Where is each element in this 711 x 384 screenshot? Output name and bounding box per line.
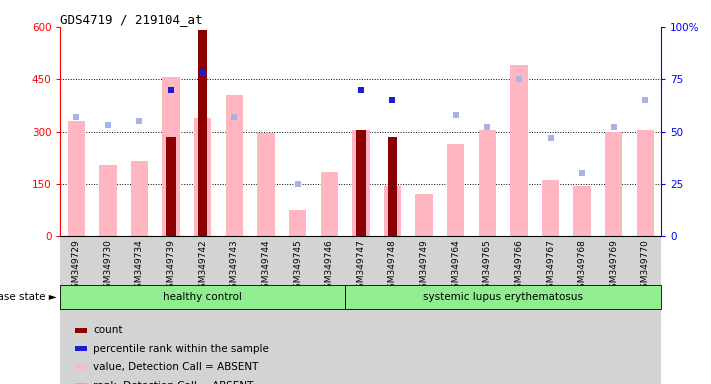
Bar bbox=[377, 236, 408, 384]
Bar bbox=[471, 236, 503, 384]
Bar bbox=[60, 285, 345, 309]
Bar bbox=[194, 118, 211, 236]
Bar bbox=[345, 236, 377, 384]
Bar bbox=[408, 236, 440, 384]
Bar bbox=[387, 137, 397, 236]
Bar bbox=[289, 210, 306, 236]
Bar bbox=[637, 130, 654, 236]
Bar bbox=[542, 180, 560, 236]
Text: GDS4719 / 219104_at: GDS4719 / 219104_at bbox=[60, 13, 203, 26]
Bar bbox=[218, 236, 250, 384]
Bar bbox=[356, 130, 365, 236]
Bar bbox=[510, 65, 528, 236]
Bar bbox=[352, 130, 370, 236]
Bar bbox=[60, 236, 92, 384]
Bar bbox=[250, 236, 282, 384]
Bar bbox=[166, 137, 176, 236]
Bar bbox=[282, 236, 314, 384]
Bar bbox=[99, 165, 117, 236]
Bar bbox=[321, 172, 338, 236]
Text: disease state ►: disease state ► bbox=[0, 292, 57, 302]
Bar bbox=[155, 236, 187, 384]
Text: rank, Detection Call = ABSENT: rank, Detection Call = ABSENT bbox=[93, 381, 254, 384]
Bar bbox=[598, 236, 630, 384]
Bar bbox=[503, 236, 535, 384]
Bar bbox=[605, 131, 623, 236]
Bar bbox=[415, 194, 433, 236]
Bar bbox=[187, 236, 218, 384]
Bar bbox=[225, 95, 243, 236]
Bar bbox=[198, 30, 208, 236]
Text: count: count bbox=[93, 325, 122, 335]
Bar bbox=[345, 285, 661, 309]
Bar bbox=[567, 236, 598, 384]
Bar bbox=[479, 130, 496, 236]
Text: value, Detection Call = ABSENT: value, Detection Call = ABSENT bbox=[93, 362, 259, 372]
Bar bbox=[68, 121, 85, 236]
Bar bbox=[574, 185, 591, 236]
Bar bbox=[384, 185, 401, 236]
Text: healthy control: healthy control bbox=[164, 292, 242, 302]
Bar bbox=[257, 133, 274, 236]
Text: percentile rank within the sample: percentile rank within the sample bbox=[93, 344, 269, 354]
Bar bbox=[440, 236, 471, 384]
Bar bbox=[630, 236, 661, 384]
Bar bbox=[124, 236, 155, 384]
Text: systemic lupus erythematosus: systemic lupus erythematosus bbox=[423, 292, 583, 302]
Bar bbox=[131, 161, 148, 236]
Bar bbox=[314, 236, 345, 384]
Bar bbox=[535, 236, 567, 384]
Bar bbox=[162, 78, 180, 236]
Bar bbox=[447, 144, 464, 236]
Bar bbox=[92, 236, 124, 384]
